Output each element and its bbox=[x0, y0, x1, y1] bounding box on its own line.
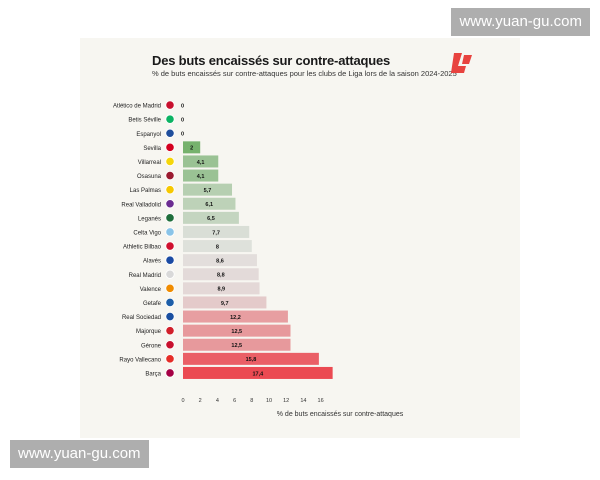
category-label: Athletic Bilbao bbox=[123, 245, 162, 251]
bar bbox=[183, 366, 333, 379]
value-label: 8 bbox=[216, 244, 219, 250]
value-label: 4,1 bbox=[197, 160, 205, 166]
club-badge-icon bbox=[165, 213, 175, 223]
value-label: 9,7 bbox=[221, 301, 229, 307]
value-label: 8,6 bbox=[216, 258, 224, 264]
value-label: 0 bbox=[181, 117, 184, 123]
club-badge-icon bbox=[165, 114, 175, 124]
category-label: Alavés bbox=[143, 259, 161, 265]
bar bbox=[183, 169, 219, 182]
value-label: 12,5 bbox=[231, 343, 242, 349]
category-label: Las Palmas bbox=[130, 188, 161, 194]
value-label: 5,7 bbox=[204, 188, 212, 194]
category-label: Majorque bbox=[136, 329, 162, 335]
x-tick-label: 4 bbox=[216, 398, 219, 404]
x-tick-label: 14 bbox=[300, 398, 306, 404]
category-label: Real Sociedad bbox=[122, 315, 161, 321]
bar bbox=[183, 254, 257, 267]
x-tick-label: 12 bbox=[283, 398, 289, 404]
value-label: 6,5 bbox=[207, 216, 215, 222]
value-label: 0 bbox=[181, 103, 184, 109]
bar bbox=[183, 296, 267, 309]
club-badge-icon bbox=[165, 326, 175, 336]
bar bbox=[183, 240, 252, 253]
club-badge-icon bbox=[165, 156, 175, 167]
value-label: 8,8 bbox=[217, 273, 225, 279]
bar bbox=[183, 282, 260, 295]
category-label: Barça bbox=[145, 371, 161, 377]
category-label: Osasuna bbox=[137, 174, 162, 180]
category-label: Real Valladolid bbox=[121, 202, 161, 208]
club-badge-icon bbox=[165, 368, 175, 378]
value-label: 7,7 bbox=[212, 230, 220, 236]
club-badge-icon bbox=[165, 297, 175, 308]
category-label: Espanyol bbox=[136, 132, 161, 138]
chart-title: Des buts encaissés sur contre-attaques bbox=[152, 53, 391, 68]
bar bbox=[183, 268, 259, 281]
x-tick-label: 2 bbox=[199, 398, 202, 404]
bar bbox=[183, 211, 239, 224]
x-tick-label: 0 bbox=[181, 398, 184, 404]
bar bbox=[183, 352, 319, 365]
value-label: 0 bbox=[181, 132, 184, 138]
x-tick-label: 16 bbox=[318, 398, 324, 404]
value-label: 15,8 bbox=[246, 357, 257, 363]
watermark-bottom: www.yuan-gu.com bbox=[10, 440, 149, 468]
bar bbox=[183, 183, 233, 196]
club-badge-icon bbox=[165, 227, 175, 237]
chart-subtitle: % de buts encaissés sur contre-attaques … bbox=[152, 69, 457, 78]
x-tick-label: 6 bbox=[233, 398, 236, 404]
value-label: 8,9 bbox=[217, 287, 225, 293]
bar bbox=[183, 324, 291, 337]
bar bbox=[183, 310, 288, 323]
value-label: 2 bbox=[190, 146, 193, 152]
bar bbox=[183, 141, 201, 154]
category-label: Gérone bbox=[141, 343, 162, 349]
category-label: Betis Séville bbox=[128, 118, 161, 124]
club-badge-icon bbox=[165, 241, 175, 251]
club-badge-icon bbox=[165, 128, 175, 138]
laliga-logo-icon bbox=[451, 53, 472, 73]
category-label: Real Madrid bbox=[129, 273, 161, 279]
category-label: Rayo Vallecano bbox=[119, 357, 161, 363]
value-label: 17,4 bbox=[252, 371, 264, 377]
category-label: Villarreal bbox=[138, 160, 161, 166]
category-label: Celta Vigo bbox=[133, 230, 161, 236]
club-badge-icon bbox=[165, 170, 175, 181]
category-label: Sevilla bbox=[143, 146, 161, 152]
watermark-top: www.yuan-gu.com bbox=[451, 8, 590, 36]
x-tick-label: 10 bbox=[266, 398, 272, 404]
bar bbox=[183, 155, 219, 168]
club-badge-icon bbox=[165, 269, 175, 279]
value-label: 6,1 bbox=[205, 202, 213, 208]
x-axis-label: % de buts encaissés sur contre-attaques bbox=[277, 411, 404, 418]
value-label: 12,5 bbox=[231, 329, 242, 335]
club-badge-icon bbox=[165, 340, 175, 350]
club-badge-icon bbox=[165, 142, 175, 152]
bar bbox=[183, 225, 250, 238]
club-badge-icon bbox=[165, 100, 175, 110]
value-label: 12,2 bbox=[230, 315, 241, 321]
club-badge-icon bbox=[165, 311, 175, 322]
value-label: 4,1 bbox=[197, 174, 205, 180]
bar bbox=[183, 197, 236, 210]
bar bbox=[183, 338, 291, 351]
club-badge-icon bbox=[165, 185, 175, 195]
category-label: Leganés bbox=[138, 216, 161, 222]
club-badge-icon bbox=[165, 283, 175, 293]
club-badge-icon bbox=[165, 354, 175, 364]
club-badge-icon bbox=[165, 199, 175, 209]
category-label: Getafe bbox=[143, 301, 162, 307]
x-tick-label: 8 bbox=[250, 398, 253, 404]
category-label: Atlético de Madrid bbox=[113, 104, 161, 110]
category-label: Valence bbox=[140, 287, 162, 293]
club-badge-icon bbox=[165, 255, 175, 265]
